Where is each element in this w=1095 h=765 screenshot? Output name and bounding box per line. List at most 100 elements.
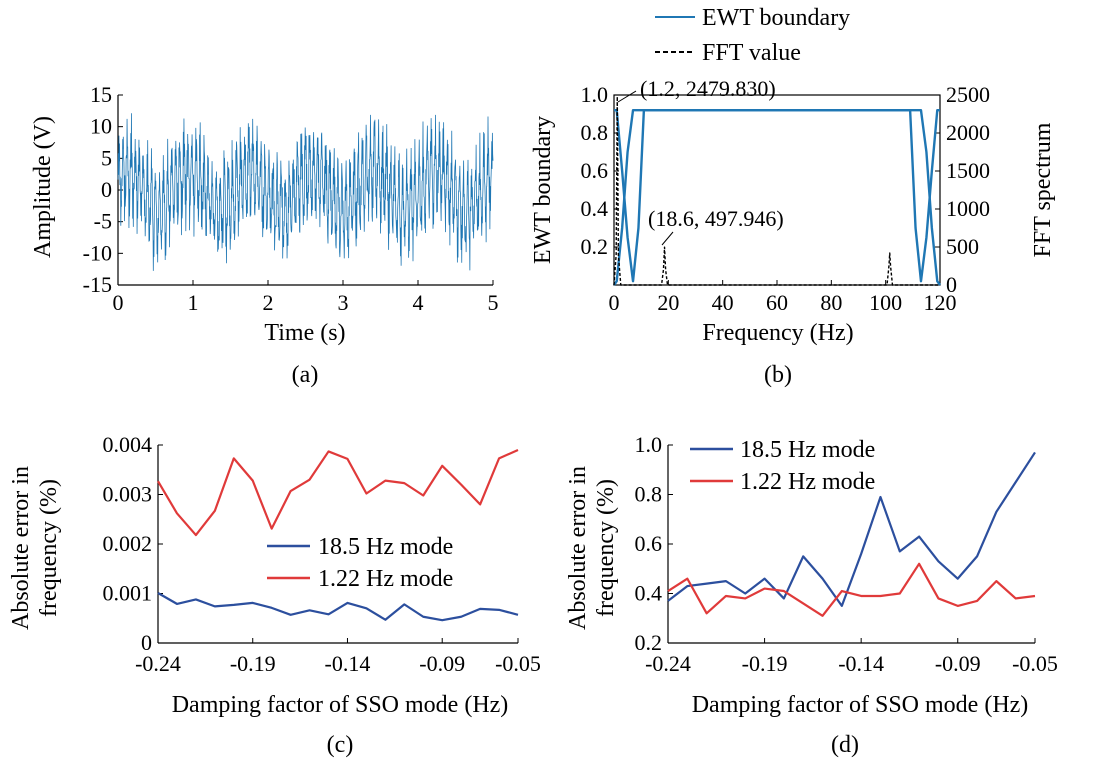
panel-c-axis-ticks: -0.24 -0.19 -0.14 -0.09 -0.05 0.004 0.003 0.002… <box>103 432 541 676</box>
panel-b-ytick-label: 1.0 <box>581 82 609 107</box>
panel-a-xtick-label: 0 <box>113 290 124 315</box>
panel-b-y2tick-label: 0 <box>946 272 957 297</box>
legend-fft-label: FFT value <box>702 40 801 66</box>
panel-d-xlabel: Damping factor of SSO mode (Hz) <box>692 692 1029 718</box>
panel-a-ytick-label: 5 <box>101 145 112 170</box>
panel-a-ytick-label: -15 <box>83 272 112 297</box>
panel-c-legend: 18.5 Hz mode 1.22 Hz mode <box>267 534 453 592</box>
panel-b-xtick-label: 60 <box>766 290 788 315</box>
panel-c-ylabel-line1: Absolute error in <box>8 466 34 630</box>
panel-b-xtick-label: 40 <box>712 290 734 315</box>
panel-b-xtick-label: 120 <box>924 290 957 315</box>
panel-c-ytick-label: 0.004 <box>103 432 153 457</box>
panel-b-plot-area <box>613 94 941 286</box>
panel-b-y2label: FFT spectrum <box>1030 122 1056 257</box>
panel-c-xtick-label: -0.19 <box>230 651 276 676</box>
legend-1hz-label: 1.22 Hz mode <box>318 566 453 592</box>
panel-c-ytick-label: 0.002 <box>103 531 153 556</box>
annotation-peak-1-leader <box>617 90 637 103</box>
panel-b-xtick-label: 0 <box>609 290 620 315</box>
panel-a-plot-area <box>117 95 494 286</box>
annotation-peak-2: (18.6, 497.946) <box>648 206 784 231</box>
panel-c-ytick-label: 0.001 <box>103 581 153 606</box>
annotation-peak-1: (1.2, 2479.830) <box>640 76 776 101</box>
panel-d-ylabel-line1: Absolute error in <box>565 466 591 630</box>
panel-b-caption: (b) <box>764 362 792 388</box>
panel-d-axis-ticks: -0.24 -0.19 -0.14 -0.09 -0.05 1.0 0.8 0.6 0.4 0.2 <box>635 432 1058 676</box>
panel-c-caption: (c) <box>327 732 354 758</box>
panel-a-ytick-label: 15 <box>90 82 112 107</box>
panel-a-xtick-label: 2 <box>263 290 274 315</box>
panel-d-ytick-label: 0.8 <box>635 482 663 507</box>
panel-b-xtick-label: 80 <box>820 290 842 315</box>
panel-a-ytick-label: 0 <box>101 177 112 202</box>
panel-c-xtick-label: -0.24 <box>135 651 181 676</box>
panel-b-fft-line <box>613 95 940 286</box>
panel-b-y2tick-label: 1500 <box>946 158 990 183</box>
panel-a-ytick-label: -10 <box>83 240 112 265</box>
panel-c-series-18hz-line <box>157 592 519 622</box>
panel-c-ytick-label: 0 <box>141 630 152 655</box>
panel-d-ytick-label: 1.0 <box>635 432 663 457</box>
panel-a-signal-line <box>117 113 494 271</box>
panel-b-y2tick-label: 500 <box>946 234 979 259</box>
panel-d-ytick-label: 0.2 <box>635 630 663 655</box>
panel-b-ytick-label: 0.8 <box>581 120 609 145</box>
panel-c-xlabel: Damping factor of SSO mode (Hz) <box>172 692 509 718</box>
panel-a-ytick-label: -5 <box>94 209 112 234</box>
panel-a-xtick-label: 5 <box>488 290 499 315</box>
panel-a-ytick-label: 10 <box>90 114 112 139</box>
legend-ewt-label: EWT boundary <box>702 5 850 31</box>
panel-c-xtick-label: -0.14 <box>325 651 371 676</box>
panel-c-series-1hz-line <box>157 448 519 537</box>
panel-a-caption: (a) <box>292 362 319 388</box>
panel-b-y2tick-label: 2000 <box>946 120 990 145</box>
panel-b-ytick-label: 0.6 <box>581 158 609 183</box>
panel-a-xtick-label: 1 <box>188 290 199 315</box>
panel-b-y2tick-label: 2500 <box>946 82 990 107</box>
panel-b-ewt-line-1 <box>613 109 941 286</box>
panel-b-ylabel: EWT boundary <box>530 116 556 264</box>
panel-b-ytick-label: 0.2 <box>581 234 609 259</box>
panel-b-legend: EWT boundary FFT value <box>655 5 850 66</box>
panel-c-xtick-label: -0.09 <box>419 651 465 676</box>
panel-c-ytick-label: 0.003 <box>103 482 153 507</box>
panel-b-xlabel: Frequency (Hz) <box>702 320 853 346</box>
panel-d-ytick-label: 0.6 <box>635 531 663 556</box>
panel-b-xtick-label: 100 <box>869 290 902 315</box>
panel-c-xtick-label: -0.05 <box>495 651 541 676</box>
panel-a-xtick-label: 3 <box>338 290 349 315</box>
panel-a: 0 1 2 3 4 5 15 10 5 0 -5 -10 -15 Time (s) Amplitude … <box>30 82 499 388</box>
panel-d-plot-area <box>667 445 1036 644</box>
panel-d-series-1hz-line <box>667 562 1036 617</box>
panel-d-xtick-label: -0.14 <box>838 651 884 676</box>
panel-c-plot-area <box>157 445 519 644</box>
panel-d-series-18hz-line <box>667 451 1036 607</box>
panel-b-ewt-line-0 <box>614 109 940 283</box>
panel-c: -0.24 -0.19 -0.14 -0.09 -0.05 0.004 0.003 0.002… <box>8 432 541 758</box>
panel-d: -0.24 -0.19 -0.14 -0.09 -0.05 1.0 0.8 0.6 0.4 0.2… <box>565 432 1058 758</box>
panel-a-xlabel: Time (s) <box>264 320 345 346</box>
panel-d-legend: 18.5 Hz mode 1.22 Hz mode <box>690 437 875 495</box>
annotation-peak-2-leader <box>661 231 674 246</box>
panel-d-xtick-label: -0.09 <box>935 651 981 676</box>
panel-b-axis-ticks: 0 20 40 60 80 100 120 1.0 0.8 0.6 0.4 0.2 2500 2000 15… <box>581 82 991 315</box>
panel-d-ytick-label: 0.4 <box>635 581 663 606</box>
panel-b-y2tick-label: 1000 <box>946 196 990 221</box>
panel-d-xtick-label: -0.24 <box>645 651 691 676</box>
panel-b-frame <box>613 94 941 286</box>
panel-d-ylabel-line2: frequency (%) <box>593 479 619 617</box>
panel-b-annotations: (1.2, 2479.830) (18.6, 497.946) <box>617 76 784 246</box>
panel-a-xtick-label: 4 <box>413 290 424 315</box>
legend-1hz-label: 1.22 Hz mode <box>740 469 875 495</box>
panel-b-ytick-label: 0.4 <box>581 196 609 221</box>
panel-d-xtick-label: -0.05 <box>1012 651 1058 676</box>
panel-b-xtick-label: 20 <box>657 290 679 315</box>
panel-d-caption: (d) <box>831 732 859 758</box>
panel-c-ylabel-line2: frequency (%) <box>36 479 62 617</box>
panel-b: 0 20 40 60 80 100 120 1.0 0.8 0.6 0.4 0.2 2500 2000 15… <box>530 5 1056 388</box>
panel-d-xtick-label: -0.19 <box>742 651 788 676</box>
legend-18hz-label: 18.5 Hz mode <box>740 437 875 463</box>
legend-18hz-label: 18.5 Hz mode <box>318 534 453 560</box>
